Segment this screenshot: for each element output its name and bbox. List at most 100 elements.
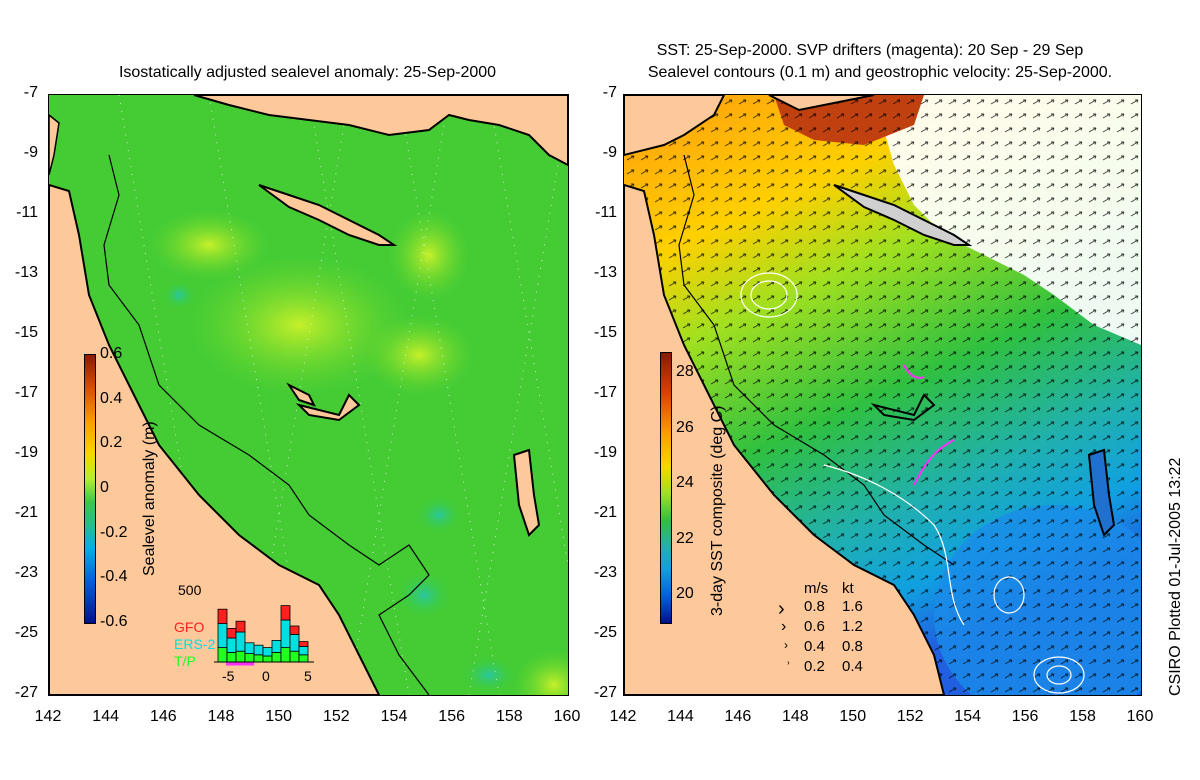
longitude-tick: 146 [724,708,752,725]
new-caledonia [512,448,541,537]
histogram-bar-ers [298,646,309,656]
sst-colorbar-tick: 28 [676,363,694,380]
velocity-legend-arrow: › [787,658,790,667]
latitude-tick: -9 [602,144,617,161]
latitude-tick: -11 [16,204,38,221]
reef-island [870,393,936,422]
anomaly-low-patch [414,495,464,535]
shelf-contour [678,154,955,566]
sst-velocity-map[interactable] [623,94,1142,696]
sst-colorbar-tick: 22 [676,529,694,547]
right-map-title-line1: SST: 25-Sep-2000. SVP drifters (magenta)… [656,42,1084,59]
anomaly-high-patch [514,650,568,695]
sst-colorbar-tick: 24 [676,474,694,491]
anomaly-low-patch [394,570,454,620]
latitude-tick: -9 [23,144,38,161]
longitude-tick: 150 [839,708,867,725]
histogram-legend-item: ERS-2 [174,636,216,652]
sealevel-colorbar-label: Sealevel anomaly (m) [141,421,158,576]
island-chain [258,184,398,246]
sst-colorbar-label: 3-day SST composite (deg C) [709,405,726,616]
sealevel-anomaly-map[interactable] [48,94,569,696]
left-map-title: Isostatically adjusted sealevel anomaly:… [118,64,497,81]
latitude-tick: -19 [14,444,38,461]
island-chain [833,184,973,246]
histogram-bar-ers [244,642,255,654]
histogram-bar-tp [262,655,273,663]
histogram-max-label: 500 [178,582,202,598]
latitude-tick: -21 [593,504,617,521]
papua-new-guinea-coast [768,95,875,112]
histogram-bar-gfo [235,620,246,633]
sealevel-colorbar-tick: 0.4 [100,389,123,407]
longitude-tick: 158 [495,708,523,725]
histogram-bar-tp [217,647,228,663]
latitude-tick: -17 [14,384,38,401]
histogram-x-tick: 0 [262,668,270,684]
velocity-legend-kt: 1.2 [842,618,863,635]
anomaly-high-patch [389,210,469,300]
histogram-bar-tp [244,653,255,663]
sealevel-colorbar-tick: 0 [100,479,109,496]
latitude-tick: -25 [14,624,38,641]
sealevel-colorbar-tick: -0.2 [100,523,128,541]
altimeter-histogram [214,605,314,666]
reef-island [295,393,361,422]
velocity-legend-ms: 0.6 [804,618,825,635]
longitude-tick: 156 [1011,708,1039,725]
histogram-bar-gfo [289,625,300,635]
latitude-tick: -15 [593,324,617,341]
sst-colorbar [660,352,672,624]
latitude-tick: -7 [602,84,617,101]
anomaly-high-patch [149,210,269,280]
longitude-tick: 160 [1126,708,1154,725]
reef-island [286,382,316,407]
longitude-tick: 142 [609,708,637,725]
histogram-bar-tp [271,652,282,663]
velocity-legend-arrow: › [778,598,785,620]
new-caledonia [1087,448,1116,537]
velocity-legend-arrow: › [781,618,787,635]
histogram-bar-tp [253,654,264,663]
velocity-legend-ms: 0.2 [804,658,825,675]
longitude-tick: 144 [92,708,119,725]
histogram-bar-tp [298,654,309,663]
longitude-tick: 152 [896,708,924,725]
latitude-tick: -23 [593,564,617,581]
histogram-x-tick: -5 [222,668,235,684]
latitude-tick: -13 [593,264,617,281]
histogram-bar-tp [226,652,237,663]
latitude-tick: -13 [14,264,38,281]
longitude-tick: 154 [954,708,981,725]
longitude-tick: 146 [149,708,177,725]
latitude-tick: -27 [14,684,38,701]
anomaly-high-patch [189,255,409,395]
histogram-x-tick: 5 [304,668,312,684]
sst-colorbar-tick: 20 [676,585,694,602]
anomaly-high-patch [364,315,474,395]
latitude-tick: -17 [593,384,617,401]
sealevel-colorbar-tick: 0.6 [100,345,123,362]
velocity-legend-ms: 0.8 [804,598,825,615]
sealevel-colorbar-tick: -0.4 [100,568,128,586]
papua-new-guinea-coast [193,95,568,167]
shelf-contour [103,154,430,695]
longitude-tick: 158 [1069,708,1096,725]
latitude-tick: -11 [595,204,617,221]
longitude-tick: 148 [207,708,235,725]
histogram-bar-gfo [298,641,309,647]
latitude-tick: -21 [14,504,38,521]
histogram-legend-item: T/P [174,653,196,669]
latitude-tick: -27 [593,684,617,701]
sealevel-colorbar-tick: -0.6 [100,613,128,630]
anomaly-low-patch [161,280,197,310]
velocity-legend-kt: 0.8 [842,638,863,655]
longitude-tick: 142 [34,708,62,725]
velocity-legend-kt: 0.4 [842,658,863,675]
histogram-bar-ers [226,637,237,653]
right-map-title-line2: Sealevel contours (0.1 m) and geostrophi… [647,64,1113,81]
velocity-legend-kt: 1.6 [842,598,863,615]
velocity-legend-ms: 0.4 [804,638,825,655]
velocity-legend-header-kt: kt [842,580,854,597]
latitude-tick: -25 [593,624,617,641]
